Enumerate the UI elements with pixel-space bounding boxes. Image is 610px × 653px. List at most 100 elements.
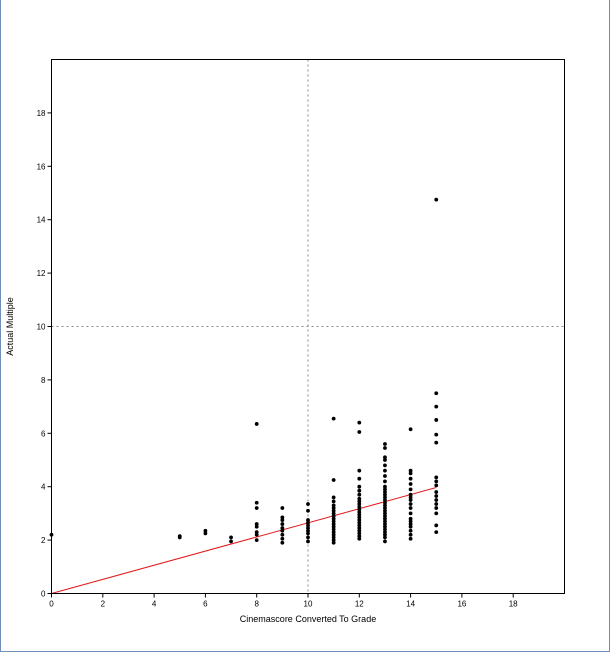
data-point xyxy=(357,520,362,525)
data-point xyxy=(408,524,413,529)
data-point xyxy=(357,502,362,506)
data-point xyxy=(383,532,387,537)
data-point xyxy=(383,508,387,513)
data-point xyxy=(383,500,387,505)
data-point xyxy=(357,420,362,425)
data-point xyxy=(434,511,439,516)
data-point xyxy=(408,536,413,541)
data-point xyxy=(331,530,336,534)
data-point xyxy=(383,484,387,489)
data-point xyxy=(383,527,387,532)
data-point xyxy=(383,519,387,524)
x-tick-label: 6 xyxy=(203,600,208,609)
fit-line-group xyxy=(51,487,437,594)
data-point xyxy=(434,530,439,534)
data-point xyxy=(331,514,336,518)
data-point xyxy=(280,515,285,520)
data-point xyxy=(331,508,336,513)
data-point xyxy=(306,523,310,528)
data-point xyxy=(383,511,387,516)
data-point xyxy=(408,519,413,524)
data-point xyxy=(434,479,439,484)
data-point xyxy=(383,524,387,529)
data-point xyxy=(254,532,259,537)
data-point xyxy=(280,506,285,510)
data-point xyxy=(331,535,336,540)
data-point xyxy=(280,540,285,545)
data-point xyxy=(383,455,387,460)
x-tick-label: 14 xyxy=(406,600,415,609)
data-point xyxy=(280,532,285,537)
data-point xyxy=(331,532,336,537)
data-point xyxy=(280,522,285,526)
data-point xyxy=(357,496,362,501)
data-point xyxy=(408,495,413,500)
data-point xyxy=(408,506,413,510)
data-point xyxy=(331,503,336,508)
data-point xyxy=(254,538,259,542)
data-point xyxy=(383,506,387,510)
data-point xyxy=(434,440,439,445)
data-point xyxy=(408,516,413,521)
data-point xyxy=(357,430,362,434)
data-point xyxy=(357,512,362,517)
data-point xyxy=(357,531,362,536)
data-point xyxy=(357,523,362,528)
data-point xyxy=(383,503,387,508)
fit-line xyxy=(51,487,437,594)
data-point xyxy=(357,488,362,493)
data-point xyxy=(408,487,413,492)
data-point xyxy=(383,492,387,497)
data-point xyxy=(408,522,413,526)
data-point xyxy=(357,534,362,538)
x-axis-title: Cinemascore Converted To Grade xyxy=(240,614,376,624)
data-point xyxy=(280,518,285,522)
y-tick-label: 16 xyxy=(37,162,46,171)
data-point xyxy=(357,515,362,520)
data-point xyxy=(357,526,362,530)
data-point xyxy=(357,468,362,473)
data-point xyxy=(331,540,336,545)
data-point xyxy=(177,534,182,538)
x-tick-label: 12 xyxy=(355,600,364,609)
data-point xyxy=(331,524,336,529)
data-point xyxy=(408,498,413,502)
data-point xyxy=(306,531,310,536)
data-point xyxy=(254,500,259,505)
data-point xyxy=(254,524,259,529)
data-point xyxy=(383,539,387,544)
data-point xyxy=(357,504,362,509)
data-point xyxy=(306,518,310,522)
data-point xyxy=(383,458,387,462)
data-point xyxy=(357,492,362,497)
y-axis-title: Actual Multiple xyxy=(5,297,15,356)
y-tick-label: 0 xyxy=(41,590,46,599)
data-point xyxy=(357,476,362,481)
data-point xyxy=(434,498,439,502)
data-point xyxy=(254,522,259,526)
data-point xyxy=(306,508,310,513)
data-point xyxy=(434,523,439,528)
data-point xyxy=(434,475,439,480)
data-point xyxy=(331,416,336,421)
y-tick-label: 6 xyxy=(41,429,46,438)
data-point xyxy=(331,538,336,542)
data-point xyxy=(383,516,387,521)
x-tick-label: 8 xyxy=(254,600,259,609)
data-point xyxy=(280,526,285,530)
data-point xyxy=(434,506,439,510)
data-point xyxy=(383,474,387,478)
data-point xyxy=(331,506,336,510)
data-point xyxy=(434,490,439,494)
data-point xyxy=(383,498,387,502)
data-point xyxy=(357,536,362,541)
data-point xyxy=(383,463,387,468)
data-point xyxy=(357,510,362,514)
data-point xyxy=(357,499,362,504)
y-tick-label: 8 xyxy=(41,376,46,385)
data-point xyxy=(306,539,310,544)
data-point xyxy=(408,427,413,432)
x-axis-ticks: 0 2 4 6 8 10 12 14 16 18 xyxy=(49,593,518,609)
data-point xyxy=(357,518,362,522)
